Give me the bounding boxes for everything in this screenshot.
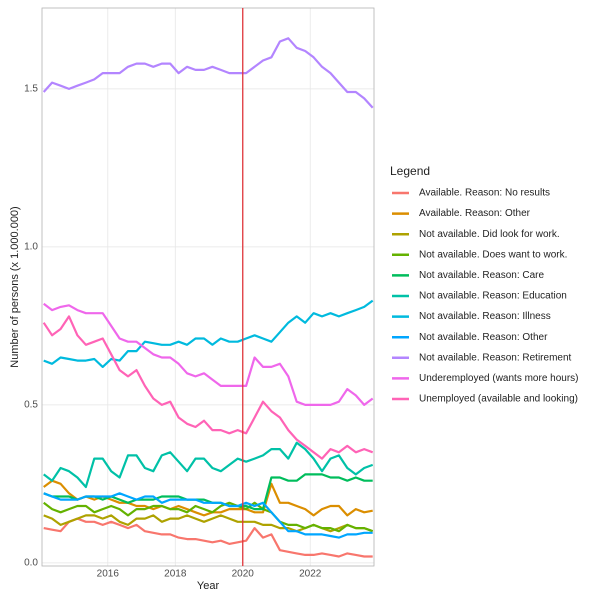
legend-label: Underemployed (wants more hours) xyxy=(419,373,579,384)
x-tick-label: 2016 xyxy=(97,569,120,580)
x-axis-label: Year xyxy=(197,580,220,592)
y-tick-label: 0.0 xyxy=(24,557,38,568)
legend-label: Available. Reason: No results xyxy=(419,188,550,199)
legend-label: Not available. Reason: Retirement xyxy=(419,352,572,363)
series-line xyxy=(42,315,374,460)
x-tick-label: 2018 xyxy=(164,569,187,580)
series-line xyxy=(43,299,374,368)
series-line xyxy=(42,37,374,109)
series-line xyxy=(43,517,373,558)
legend-label: Not available. Does want to work. xyxy=(419,249,567,260)
y-tick-label: 1.5 xyxy=(24,84,38,95)
x-tick-label: 2022 xyxy=(299,569,322,580)
series-line xyxy=(43,492,373,539)
x-tick-label: 2020 xyxy=(232,569,255,580)
legend-label: Not available. Reason: Illness xyxy=(419,311,551,322)
series-line xyxy=(43,441,374,489)
legend-label: Not available. Reason: Care xyxy=(419,270,545,281)
legend-title: Legend xyxy=(390,164,430,178)
series-line xyxy=(43,473,373,511)
series-line xyxy=(43,302,374,406)
plot-border xyxy=(41,7,375,567)
legend-label: Not available. Did look for work. xyxy=(419,229,560,240)
y-tick-label: 1.0 xyxy=(24,242,38,253)
legend-label: Unemployed (available and looking) xyxy=(419,394,578,405)
y-tick-label: 0.5 xyxy=(24,399,38,410)
series-line xyxy=(43,501,374,533)
y-axis-label: Number of persons (x 1.000.000) xyxy=(9,206,21,367)
legend-label: Not available. Reason: Education xyxy=(419,291,567,302)
legend-label: Available. Reason: Other xyxy=(419,208,531,219)
legend-label: Not available. Reason: Other xyxy=(419,332,548,343)
